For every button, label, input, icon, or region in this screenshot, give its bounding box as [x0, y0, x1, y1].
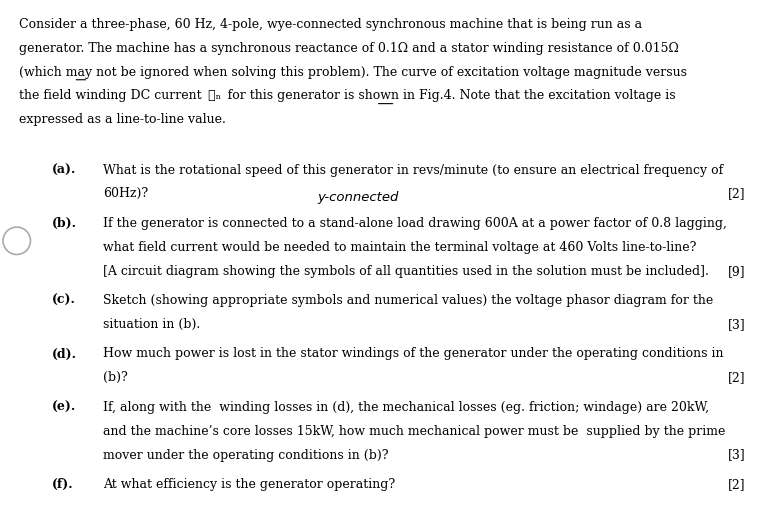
Text: If, along with the  winding losses in (d), the mechanical losses (eg. friction; : If, along with the winding losses in (d)… [103, 401, 709, 414]
Text: (b)?: (b)? [103, 371, 127, 385]
Text: (c).: (c). [52, 294, 75, 307]
Text: [2]: [2] [728, 187, 745, 201]
Text: (which may not be ignored when solving this problem). The curve of excitation vo: (which may not be ignored when solving t… [19, 66, 687, 79]
Text: mover under the operating conditions in (b)?: mover under the operating conditions in … [103, 449, 389, 462]
Text: [A circuit diagram showing the symbols of all quantities used in the solution mu: [A circuit diagram showing the symbols o… [103, 265, 709, 278]
Text: expressed as a line-to-line value.: expressed as a line-to-line value. [19, 113, 226, 126]
Text: generator. The machine has a synchronous reactance of 0.1Ω and a stator winding : generator. The machine has a synchronous… [19, 42, 679, 55]
Text: [9]: [9] [728, 265, 745, 278]
Text: y-connected: y-connected [318, 191, 399, 204]
Text: How much power is lost in the stator windings of the generator under the operati: How much power is lost in the stator win… [103, 347, 723, 361]
Text: Sketch (showing appropriate symbols and numerical values) the voltage phasor dia: Sketch (showing appropriate symbols and … [103, 294, 713, 307]
Text: If the generator is connected to a stand-alone load drawing 600A at a power fact: If the generator is connected to a stand… [103, 217, 727, 230]
Text: [3]: [3] [728, 318, 745, 331]
Text: 60Hz)?: 60Hz)? [103, 187, 148, 201]
Text: and the machine’s core losses 15kW, how much mechanical power must be  supplied : and the machine’s core losses 15kW, how … [103, 425, 725, 438]
Text: (a).: (a). [52, 164, 76, 177]
Text: the field winding DC current  ₙ  for this generator is shown in Fig.4. Note tha: the field winding DC current ₙ for this… [19, 89, 676, 103]
Text: situation in (b).: situation in (b). [103, 318, 200, 331]
Text: (f).: (f). [52, 478, 73, 491]
Text: [2]: [2] [728, 478, 745, 491]
Text: Consider a three-phase, 60 Hz, 4-pole, wye-connected synchronous machine that is: Consider a three-phase, 60 Hz, 4-pole, w… [19, 18, 642, 31]
Text: (d).: (d). [52, 347, 77, 361]
Text: [3]: [3] [728, 449, 745, 462]
Text: (b).: (b). [52, 217, 77, 230]
Text: (e).: (e). [52, 401, 76, 414]
Text: What is the rotational speed of this generator in revs/minute (to ensure an elec: What is the rotational speed of this gen… [103, 164, 723, 177]
Text: At what efficiency is the generator operating?: At what efficiency is the generator oper… [103, 478, 395, 491]
Text: what field current would be needed to maintain the terminal voltage at 460 Volts: what field current would be needed to ma… [103, 241, 696, 254]
Text: [2]: [2] [728, 371, 745, 385]
